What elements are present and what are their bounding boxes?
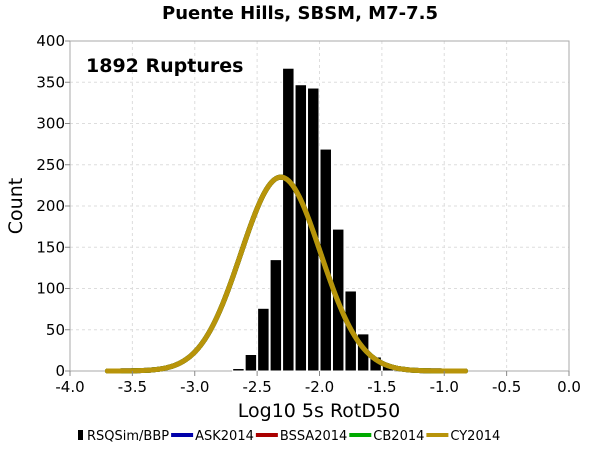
legend-swatch [349,433,372,437]
y-tick-label: 0 [55,362,65,380]
histogram-bar [294,84,308,372]
x-tick-label: 0.0 [557,378,581,396]
legend-label: CY2014 [450,429,500,444]
y-axis-label: Count [5,178,27,234]
legend-swatch [78,430,83,440]
histogram-bar [319,148,332,372]
legend-label: CB2014 [373,429,424,444]
x-tick-label: -4.0 [55,378,84,396]
histogram-bar [244,354,258,372]
y-tick-label: 100 [36,280,65,298]
legend-swatch [426,433,449,437]
rupture-count-annotation: 1892 Ruptures [86,55,243,77]
legend-swatch [255,433,278,437]
y-tick-label: 400 [36,32,65,50]
legend-label: BSSA2014 [280,429,347,444]
x-axis-label: Log10 5s RotD50 [238,400,400,422]
y-axis-ticks: 0 50 100 150 200 250 300 350 400 [36,32,70,380]
legend-swatch [171,433,194,437]
x-tick-label: -2.0 [305,378,334,396]
y-tick-label: 300 [36,115,65,133]
curve-cy2014 [104,174,468,374]
y-tick-label: 350 [36,73,65,91]
x-tick-label: -1.5 [367,378,396,396]
y-tick-label: 150 [36,238,65,256]
histogram-bar [269,259,283,372]
chart-title: Puente Hills, SBSM, M7-7.5 [162,3,438,24]
legend-label: ASK2014 [195,429,254,444]
y-tick-label: 250 [36,156,65,174]
legend: RSQSim/BBP ASK2014 BSSA2014 CB2014 CY2014 [78,429,500,444]
x-tick-label: -3.5 [118,378,147,396]
x-tick-label: -3.0 [180,378,209,396]
x-tick-label: -2.5 [242,378,271,396]
y-tick-label: 200 [36,197,65,215]
histogram-bar [282,67,295,372]
x-tick-label: -1.0 [430,378,459,396]
legend-label: RSQSim/BBP [87,429,169,444]
x-axis-ticks: -4.0 -3.5 -3.0 -2.5 -2.0 -1.5 -1.0 -0.5 0.0 [55,371,581,396]
histogram-bar [232,368,245,372]
y-tick-label: 50 [46,321,65,339]
gmm-curves [104,174,468,374]
histogram-bar [257,307,270,372]
x-tick-label: -0.5 [492,378,521,396]
